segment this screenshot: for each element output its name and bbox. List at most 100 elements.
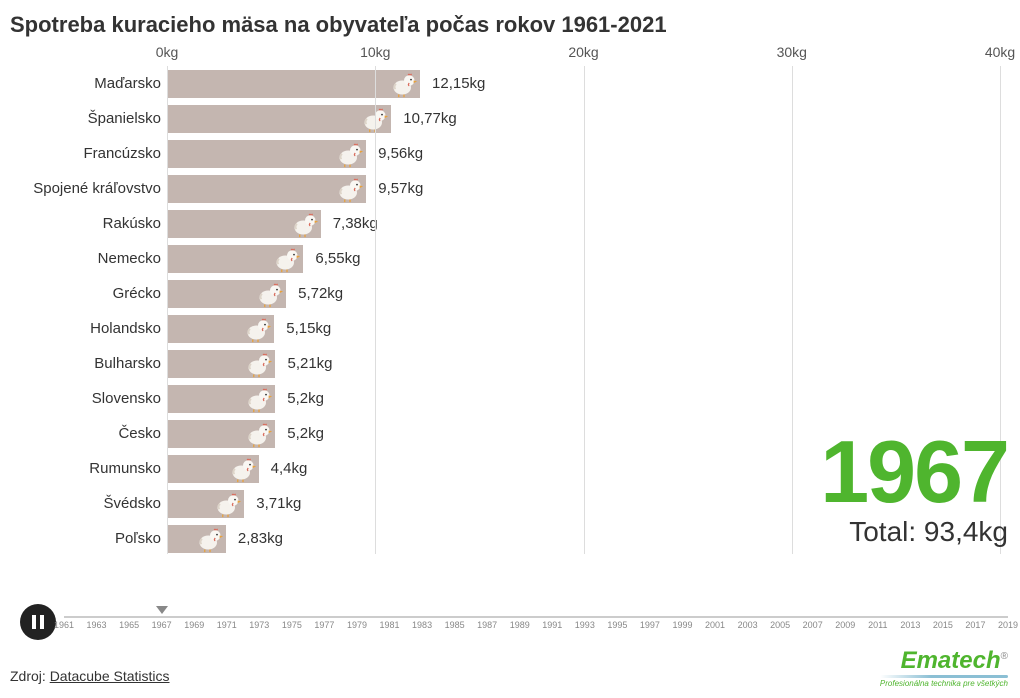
timeline-year-tick: 1977 <box>314 620 334 630</box>
chicken-icon <box>245 420 273 448</box>
timeline-year-tick: 1981 <box>380 620 400 630</box>
timeline-year-tick: 2013 <box>900 620 920 630</box>
bar: 2,83kg <box>167 525 226 553</box>
country-label: Poľsko <box>115 530 161 547</box>
country-label: Česko <box>118 425 161 442</box>
timeline-year-tick: 1995 <box>607 620 627 630</box>
timeline-line <box>64 616 1008 618</box>
chicken-icon <box>245 385 273 413</box>
timeline-year-tick: 2005 <box>770 620 790 630</box>
timeline-year-tick: 1999 <box>672 620 692 630</box>
chicken-icon <box>390 70 418 98</box>
value-label: 4,4kg <box>271 460 308 477</box>
timeline-year-tick: 1969 <box>184 620 204 630</box>
value-label: 2,83kg <box>238 530 283 547</box>
value-label: 12,15kg <box>432 75 485 92</box>
bar: 5,2kg <box>167 385 275 413</box>
value-label: 6,55kg <box>315 250 360 267</box>
country-label: Spojené kráľovstvo <box>33 180 161 197</box>
source-link[interactable]: Datacube Statistics <box>50 668 170 684</box>
chicken-icon <box>256 280 284 308</box>
gridline <box>584 66 585 554</box>
x-axis-tick: 20kg <box>568 44 598 60</box>
chicken-icon <box>336 140 364 168</box>
value-label: 9,57kg <box>378 180 423 197</box>
country-label: Maďarsko <box>94 75 161 92</box>
bar: 9,56kg <box>167 140 366 168</box>
pause-icon <box>32 615 44 629</box>
country-label: Holandsko <box>90 320 161 337</box>
country-label: Španielsko <box>88 110 161 127</box>
timeline-year-tick: 1983 <box>412 620 432 630</box>
x-axis-tick: 30kg <box>777 44 807 60</box>
timeline-year-tick: 2019 <box>998 620 1018 630</box>
timeline-year-tick: 2001 <box>705 620 725 630</box>
x-axis-tick: 40kg <box>985 44 1015 60</box>
page-title: Spotreba kuracieho mäsa na obyvateľa poč… <box>0 0 1020 44</box>
country-label: Slovensko <box>92 390 161 407</box>
bar: 7,38kg <box>167 210 321 238</box>
bar: 5,21kg <box>167 350 275 378</box>
country-label: Rakúsko <box>103 215 161 232</box>
chicken-icon <box>214 490 242 518</box>
pause-button[interactable] <box>20 604 56 640</box>
gridline <box>167 66 168 554</box>
country-label: Bulharsko <box>94 355 161 372</box>
timeline-year-tick: 1979 <box>347 620 367 630</box>
bar: 6,55kg <box>167 245 303 273</box>
country-label: Grécko <box>113 285 161 302</box>
logo-swoosh <box>880 675 1008 678</box>
timeline-year-tick: 1967 <box>152 620 172 630</box>
bar: 5,2kg <box>167 420 275 448</box>
timeline-year-tick: 2003 <box>738 620 758 630</box>
timeline: 1961 1963 1965 1967 1969 1971 1973 1975 1977 1979… <box>20 602 1008 642</box>
logo-tagline: Profesionálna technika pre všetkých <box>880 679 1008 688</box>
timeline-year-tick: 1989 <box>510 620 530 630</box>
value-label: 10,77kg <box>403 110 456 127</box>
x-axis-tick: 10kg <box>360 44 390 60</box>
value-label: 5,72kg <box>298 285 343 302</box>
bar: 3,71kg <box>167 490 244 518</box>
year-display: 1967 Total: 93,4kg <box>820 435 1008 548</box>
country-label: Francúzsko <box>83 145 161 162</box>
bar: 5,72kg <box>167 280 286 308</box>
timeline-year-tick: 1965 <box>119 620 139 630</box>
gridline <box>792 66 793 554</box>
chicken-icon <box>336 175 364 203</box>
chicken-icon <box>244 315 272 343</box>
value-label: 7,38kg <box>333 215 378 232</box>
timeline-year-tick: 1993 <box>575 620 595 630</box>
value-label: 5,21kg <box>287 355 332 372</box>
timeline-year-tick: 1971 <box>217 620 237 630</box>
bar: 9,57kg <box>167 175 366 203</box>
logo-text: Ematech® <box>880 649 1008 673</box>
timeline-year-tick: 1963 <box>87 620 107 630</box>
chicken-icon <box>291 210 319 238</box>
chicken-icon <box>273 245 301 273</box>
chicken-icon <box>229 455 257 483</box>
bar: 12,15kg <box>167 70 420 98</box>
x-axis: 0kg10kg20kg30kg40kg <box>167 44 1000 66</box>
timeline-year-tick: 2011 <box>868 620 887 630</box>
timeline-track[interactable]: 1961196319651967196919711973197519771979… <box>64 610 1008 634</box>
value-label: 3,71kg <box>256 495 301 512</box>
bar: 5,15kg <box>167 315 274 343</box>
source-footer: Zdroj: Datacube Statistics <box>10 668 170 684</box>
chicken-icon <box>245 350 273 378</box>
gridline <box>375 66 376 554</box>
bar: 10,77kg <box>167 105 391 133</box>
value-label: 5,2kg <box>287 425 324 442</box>
country-label: Švédsko <box>103 495 161 512</box>
brand-logo: Ematech® Profesionálna technika pre všet… <box>880 649 1008 688</box>
country-label: Nemecko <box>98 250 161 267</box>
country-label: Rumunsko <box>89 460 161 477</box>
timeline-marker[interactable] <box>156 606 168 614</box>
bar: 4,4kg <box>167 455 259 483</box>
timeline-year-tick: 1991 <box>542 620 562 630</box>
timeline-year-tick: 1973 <box>249 620 269 630</box>
timeline-year-tick: 1987 <box>477 620 497 630</box>
timeline-year-tick: 1975 <box>282 620 302 630</box>
chicken-icon <box>196 525 224 553</box>
timeline-year-tick: 1961 <box>54 620 74 630</box>
timeline-year-tick: 2015 <box>933 620 953 630</box>
